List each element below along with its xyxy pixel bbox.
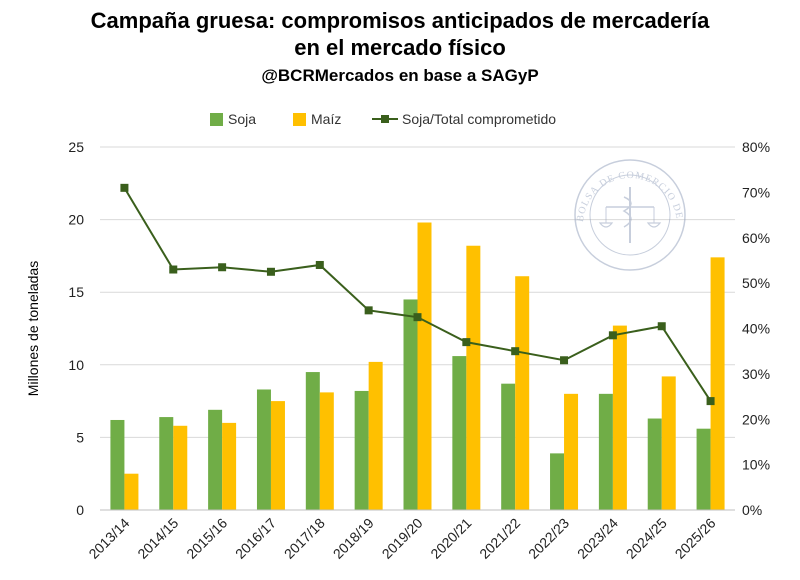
bar-soja xyxy=(696,428,711,510)
x-tick-label: 2025/26 xyxy=(672,515,719,562)
seal-outer-ring xyxy=(574,159,686,271)
x-tick-label: 2020/21 xyxy=(427,515,474,562)
bar-soja xyxy=(159,417,174,510)
legend-marker-ratio xyxy=(381,115,389,123)
bar-soja xyxy=(354,390,369,510)
x-tick-label: 2016/17 xyxy=(232,515,279,562)
seal-scale-right xyxy=(646,222,662,228)
ratio-marker xyxy=(120,183,129,192)
legend-label-maiz: Maíz xyxy=(311,111,341,127)
x-tick-label: 2024/25 xyxy=(623,515,670,562)
bar-maiz xyxy=(515,276,530,510)
chart-title-line2: en el mercado físico xyxy=(294,35,506,60)
bar-soja xyxy=(550,453,565,510)
y2-tick-label: 60% xyxy=(742,230,770,246)
y2-tick-label: 0% xyxy=(742,502,762,518)
ratio-marker xyxy=(266,267,275,276)
ratio-marker xyxy=(462,338,471,347)
y2-tick-label: 80% xyxy=(742,139,770,155)
bar-soja xyxy=(501,383,516,510)
legend-label-ratio: Soja/Total comprometido xyxy=(402,111,556,127)
y-tick-label: 25 xyxy=(68,139,84,155)
y2-tick-label: 70% xyxy=(742,184,770,200)
seal-scale-left xyxy=(598,222,614,228)
y2-tick-label: 10% xyxy=(742,457,770,473)
ratio-marker xyxy=(169,265,178,274)
bar-maiz xyxy=(173,425,188,510)
y-tick-label: 0 xyxy=(76,502,84,518)
ratio-marker xyxy=(218,263,227,272)
x-tick-label: 2018/19 xyxy=(330,515,377,562)
bar-maiz xyxy=(319,392,334,510)
x-tick-label: 2023/24 xyxy=(574,515,621,562)
legend-swatch-maiz xyxy=(293,113,306,126)
y2-tick-label: 50% xyxy=(742,275,770,291)
seal-text: BOLSA DE COMERCIO DE ROSARIO xyxy=(0,0,685,224)
y2-tick-label: 30% xyxy=(742,366,770,382)
ratio-marker xyxy=(364,306,373,315)
bar-soja xyxy=(256,389,271,510)
y-tick-label: 15 xyxy=(68,284,84,300)
x-tick-label: 2021/22 xyxy=(476,515,523,562)
y-tick-label: 5 xyxy=(76,429,84,445)
bar-soja xyxy=(305,372,320,510)
x-tick-label: 2013/14 xyxy=(85,515,132,562)
bar-maiz xyxy=(661,376,676,510)
x-tick-label: 2019/20 xyxy=(379,515,426,562)
bar-soja xyxy=(110,419,125,510)
bar-maiz xyxy=(417,222,432,510)
bar-soja xyxy=(598,393,613,510)
chart-subtitle: @BCRMercados en base a SAGyP xyxy=(261,66,539,85)
bar-maiz xyxy=(270,401,285,510)
bcr-seal-icon: BOLSA DE COMERCIO DE ROSARIO xyxy=(0,0,686,271)
chart-title-line1: Campaña gruesa: compromisos anticipados … xyxy=(90,8,710,33)
bar-maiz xyxy=(710,257,725,510)
bar-maiz xyxy=(368,361,383,510)
bar-soja xyxy=(647,418,662,510)
bar-maiz xyxy=(564,393,579,510)
bar-maiz xyxy=(222,422,237,510)
x-tick-label: 2015/16 xyxy=(183,515,230,562)
bar-soja xyxy=(452,356,467,510)
x-tick-label: 2014/15 xyxy=(134,515,181,562)
bar-soja xyxy=(403,299,418,510)
ratio-marker xyxy=(560,356,569,365)
legend-swatch-soja xyxy=(210,113,223,126)
legend-label-soja: Soja xyxy=(228,111,256,127)
y2-tick-label: 40% xyxy=(742,321,770,337)
ratio-marker xyxy=(657,322,666,331)
bar-maiz xyxy=(466,245,481,510)
bar-soja xyxy=(208,409,223,510)
bar-maiz xyxy=(124,473,139,510)
x-tick-label: 2017/18 xyxy=(281,515,328,562)
x-tick-label: 2022/23 xyxy=(525,515,572,562)
bar-maiz xyxy=(612,325,627,510)
y2-tick-label: 20% xyxy=(742,411,770,427)
y-tick-label: 20 xyxy=(68,212,84,228)
seal-inner-ring xyxy=(589,174,671,256)
ratio-marker xyxy=(706,397,715,406)
ratio-marker xyxy=(511,347,520,356)
ratio-marker xyxy=(413,313,422,322)
y-axis-title: Millones de toneladas xyxy=(25,261,41,396)
y-tick-label: 10 xyxy=(68,357,84,373)
seal-snake xyxy=(622,196,632,228)
ratio-marker xyxy=(608,331,617,340)
ratio-marker xyxy=(315,260,324,269)
